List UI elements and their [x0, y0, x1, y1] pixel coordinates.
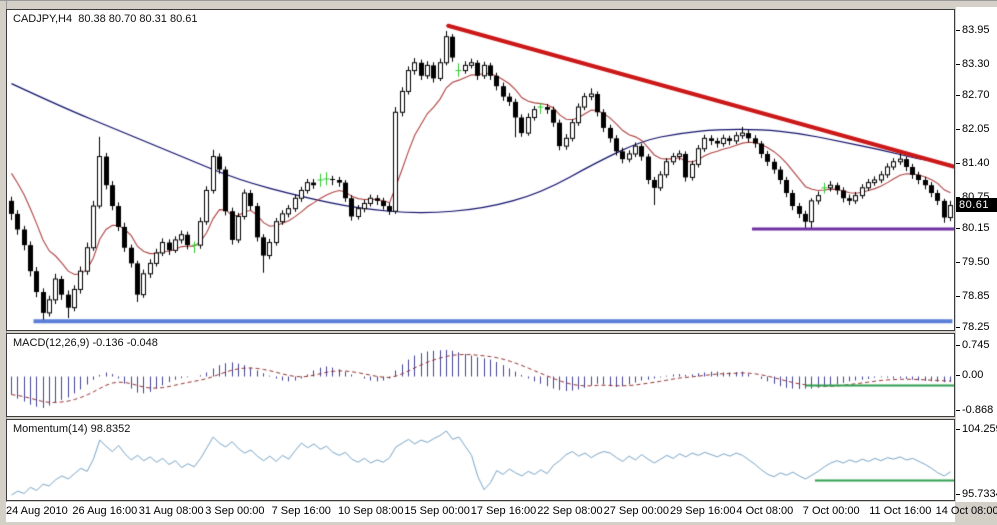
main-chart-panel: CADJPY,H4 80.38 80.70 80.31 80.61 — [6, 9, 955, 331]
time-axis-label: 7 Sep 16:00 — [271, 505, 331, 517]
axis-tick-label: 0.745 — [956, 338, 990, 351]
time-axis-label: 11 Oct 16:00 — [869, 505, 932, 517]
time-axis-label: 10 Sep 08:00 — [338, 505, 404, 517]
macd-label: MACD(12,26,9) -0.136 -0.048 — [13, 337, 158, 349]
price-axis: 83.95 83.30 82.70 82.05 81.40 80.75 80.15 79.50… — [955, 7, 997, 502]
time-axis-label: 14 Oct 08:00 — [935, 505, 997, 517]
axis-tick-label: 83.95 — [956, 23, 990, 36]
time-axis-label: 26 Aug 16:00 — [72, 505, 138, 517]
time-axis-label: 22 Sep 08:00 — [537, 505, 603, 517]
axis-tick-label: 83.30 — [956, 57, 990, 70]
momentum-label: Momentum(14) 98.8352 — [13, 423, 131, 435]
time-axis-label: 31 Aug 08:00 — [138, 505, 204, 517]
axis-tick-label: 82.70 — [956, 89, 990, 102]
axis-tick-label: 81.40 — [956, 156, 990, 169]
axis-tick-label: -0.868 — [955, 404, 994, 416]
time-axis-label: 17 Sep 16:00 — [470, 505, 537, 517]
macd-chart-canvas[interactable] — [7, 334, 954, 416]
momentum-indicator-panel: Momentum(14) 98.8352 — [6, 419, 955, 501]
macd-indicator-panel: MACD(12,26,9) -0.136 -0.048 — [6, 333, 955, 417]
time-axis-label: 27 Sep 00:00 — [603, 505, 670, 517]
chart-title-ohlc: CADJPY,H4 80.38 80.70 80.31 80.61 — [13, 13, 198, 25]
axis-tick-label: 78.25 — [956, 321, 990, 334]
axis-tick-label: 78.85 — [956, 289, 990, 302]
axis-tick-label: 79.50 — [956, 255, 990, 268]
time-axis: 24 Aug 2010 26 Aug 16:00 31 Aug 08:00 3 Sep… — [6, 502, 997, 523]
time-axis-label: 24 Aug 2010 — [6, 505, 68, 517]
time-axis-label: 29 Sep 16:00 — [670, 505, 736, 517]
axis-tick-label: 80.15 — [956, 222, 990, 234]
axis-tick-label: 82.05 — [956, 123, 990, 135]
current-price-badge: 80.61 — [956, 198, 997, 212]
price-chart-canvas[interactable] — [7, 10, 954, 330]
axis-tick-label: 0.00 — [955, 369, 984, 381]
axis-tick-label: 104.2599 — [956, 423, 997, 436]
time-axis-label: 7 Oct 00:00 — [802, 505, 860, 517]
time-axis-label: 15 Sep 00:00 — [404, 505, 470, 517]
axis-tick-label: 95.7334 — [956, 488, 997, 501]
momentum-chart-canvas[interactable] — [7, 420, 954, 500]
time-axis-label: 4 Oct 08:00 — [736, 505, 794, 517]
time-axis-label: 3 Sep 00:00 — [205, 505, 265, 517]
